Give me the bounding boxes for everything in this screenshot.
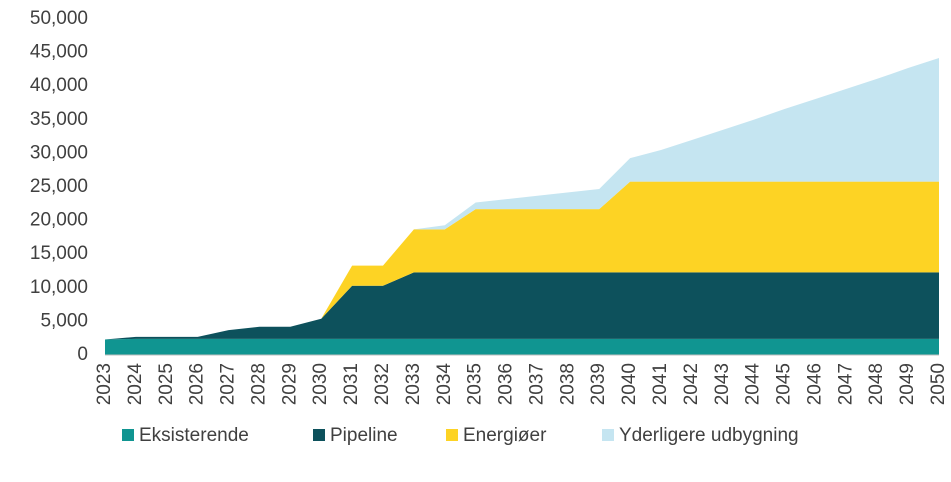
legend-label: Yderligere udbygning [619, 425, 799, 446]
x-tick-label: 2046 [804, 363, 825, 405]
x-tick-label: 2042 [681, 363, 702, 405]
y-tick-label: 5,000 [40, 310, 88, 331]
y-tick-label: 50,000 [30, 8, 88, 29]
x-tick-label: 2026 [187, 363, 208, 405]
x-tick-label: 2037 [526, 363, 547, 405]
y-tick-label: 40,000 [30, 75, 88, 96]
x-tick-label: 2031 [341, 363, 362, 405]
y-tick-label: 15,000 [30, 243, 88, 264]
y-tick-label: 35,000 [30, 109, 88, 130]
y-tick-label: 30,000 [30, 142, 88, 163]
area [105, 57, 939, 340]
x-tick-label: 2036 [496, 363, 517, 405]
x-tick-label: 2049 [897, 363, 918, 405]
x-tick-label: 2025 [156, 363, 177, 405]
x-tick-label: 2041 [650, 363, 671, 405]
y-tick-label: 10,000 [30, 277, 88, 298]
x-tick-label: 2034 [434, 363, 455, 406]
x-tick-label: 2045 [774, 363, 795, 405]
x-tick-label: 2043 [712, 363, 733, 405]
x-tick-label: 2029 [279, 363, 300, 405]
x-tick-label: 2047 [835, 363, 856, 405]
x-tick-label: 2044 [743, 363, 764, 406]
x-tick-label: 2050 [928, 363, 949, 405]
x-tick-label: 2028 [248, 363, 269, 405]
x-tick-label: 2039 [588, 363, 609, 405]
legend-label: Energiøer [463, 425, 547, 446]
x-tick-label: 2023 [94, 363, 115, 405]
y-tick-label: 0 [77, 344, 88, 365]
area [105, 338, 939, 355]
legend-swatch [446, 429, 458, 441]
legend-label: Pipeline [330, 425, 398, 446]
area [105, 181, 939, 340]
legend-swatch [122, 429, 134, 441]
x-tick-label: 2027 [218, 363, 239, 405]
x-tick-label: 2048 [866, 363, 887, 405]
x-tick-label: 2040 [619, 363, 640, 405]
x-tick-label: 2030 [310, 363, 331, 405]
y-tick-label: 45,000 [30, 42, 88, 63]
x-tick-label: 2033 [403, 363, 424, 405]
legend-swatch [313, 429, 325, 441]
x-tick-label: 2038 [557, 363, 578, 405]
y-tick-label: 25,000 [30, 176, 88, 197]
x-tick-label: 2032 [372, 363, 393, 405]
legend-swatch [602, 429, 614, 441]
legend-label: Eksisterende [139, 425, 249, 446]
x-tick-label: 2024 [125, 363, 146, 406]
y-tick-label: 20,000 [30, 210, 88, 231]
area [105, 272, 939, 340]
x-tick-label: 2035 [465, 363, 486, 405]
